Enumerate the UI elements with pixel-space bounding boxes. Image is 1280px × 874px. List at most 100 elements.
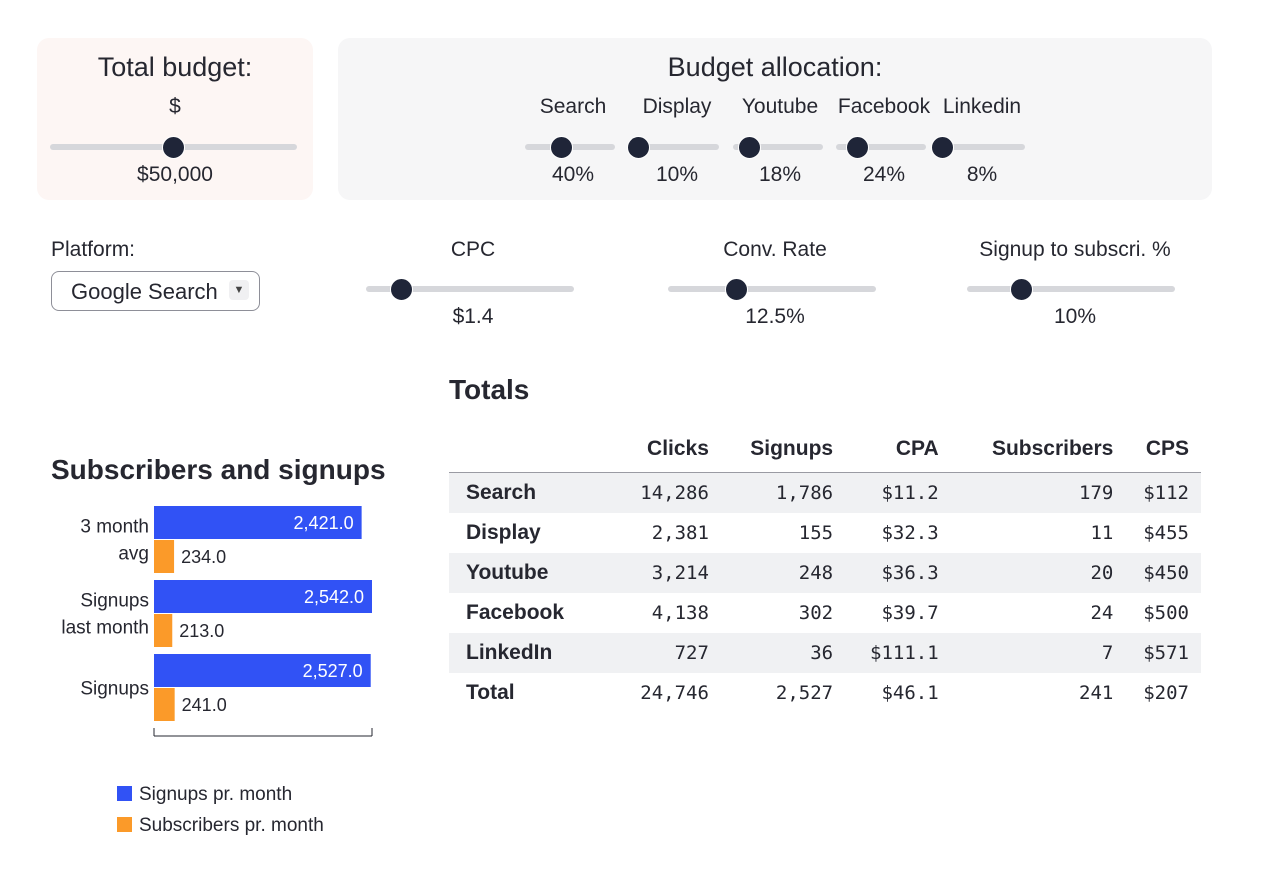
signups-bar-label: 2,527.0: [303, 661, 363, 681]
signups-bar-label: 2,542.0: [304, 587, 364, 607]
table-cell: 241: [1079, 682, 1114, 704]
table-row: Facebook 4,138 302 $39.7 24 $500: [449, 593, 1201, 633]
budget-allocation-panel: [338, 38, 1212, 200]
conv-rate-label: Conv. Rate: [723, 238, 827, 261]
allocation-value-search: 40%: [551, 163, 595, 186]
table-row: Total 24,746 2,527 $46.1 241 $207: [449, 673, 1201, 713]
column-header-cps: CPS: [1125, 425, 1201, 473]
subscribers-signups-chart: 2,421.0 234.0 3 month avg 2,542.0 213.0 Signup…: [61, 506, 373, 836]
legend-label: Subscribers pr. month: [139, 815, 324, 836]
total-budget-panel: [37, 38, 313, 200]
table-cell: 3,214: [615, 553, 721, 593]
table-cell: 2,381: [651, 522, 709, 544]
table-row: Youtube 3,214 248 $36.3 20 $450: [449, 553, 1201, 593]
allocation-slider-track-facebook[interactable]: [836, 144, 926, 150]
signups-bar: [154, 654, 371, 687]
table-cell: 24: [1090, 602, 1114, 624]
totals-table: Clicks Signups CPA Subscribers CPS Search 14,…: [449, 425, 1201, 713]
table-cell: $500: [1143, 602, 1189, 624]
allocation-slider-track-linkedin[interactable]: [935, 144, 1025, 150]
table-cell: $46.1: [881, 682, 939, 704]
allocation-slider-thumb-display[interactable]: [626, 136, 650, 159]
budget-allocation-heading: Budget allocation:: [667, 52, 883, 82]
total-budget-value: $50,000: [137, 163, 213, 186]
legend-swatch: [117, 786, 132, 801]
allocation-label-facebook: Facebook: [837, 95, 931, 118]
column-header-clicks: Clicks: [615, 425, 721, 473]
table-cell: 1,786: [720, 472, 846, 513]
totals-title: Totals: [449, 374, 530, 405]
category-label: Signups: [80, 591, 149, 612]
table-row: Display 2,381 155 $32.3 11 $455: [449, 513, 1201, 553]
signups-bar: [154, 580, 372, 613]
total-budget-slider-thumb[interactable]: [162, 136, 185, 159]
table-cell: $450: [1125, 553, 1201, 593]
chart-title: Subscribers and signups: [51, 454, 386, 485]
signup-to-subscriber-value: 10%: [1053, 305, 1097, 328]
allocation-slider-track-youtube[interactable]: [733, 144, 823, 150]
table-cell: 2,527: [775, 682, 834, 704]
table-cell: $39.7: [881, 602, 939, 624]
cpc-value: $1.4: [452, 305, 494, 328]
table-cell: 20: [950, 553, 1126, 593]
table-row: Search 14,286 1,786 $11.2 179 $112: [449, 472, 1201, 513]
allocation-label-linkedin: Linkedin: [942, 95, 1022, 118]
chevron-down-icon: ▼: [229, 280, 249, 300]
subscribers-bar: [154, 540, 175, 573]
legend-swatch: [117, 817, 132, 832]
allocation-label-search: Search: [539, 95, 607, 118]
row-label: LinkedIn: [449, 633, 616, 673]
table-cell: $32.3: [881, 522, 939, 544]
platform-select[interactable]: Google Search ▼: [51, 271, 260, 311]
conv-rate-slider-thumb[interactable]: [725, 278, 749, 301]
legend-label: Signups pr. month: [139, 784, 292, 805]
allocation-value-linkedin: 8%: [966, 163, 998, 186]
table-cell: $11.2: [845, 472, 951, 513]
table-cell: $111.1: [845, 633, 951, 673]
category-label: avg: [118, 544, 149, 565]
allocation-value-facebook: 24%: [862, 163, 906, 186]
total-budget-heading: Total budget:: [97, 52, 253, 82]
table-cell: $455: [1143, 522, 1189, 544]
row-label: Youtube: [449, 553, 616, 593]
table-cell: 11: [1090, 522, 1114, 544]
table-cell: 36: [720, 633, 846, 673]
signup-to-subscriber-slider-track[interactable]: [967, 286, 1175, 292]
table-cell: 24,746: [640, 682, 709, 704]
category-label: 3 month: [80, 517, 149, 538]
cpc-slider-thumb[interactable]: [389, 278, 413, 301]
allocation-slider-thumb-youtube[interactable]: [737, 136, 761, 159]
row-label: Total: [466, 681, 515, 704]
table-cell: 7: [950, 633, 1126, 673]
subscribers-bar: [154, 688, 175, 721]
cpc-slider-track[interactable]: [366, 286, 574, 292]
column-header-signups: Signups: [720, 425, 846, 473]
category-label: Signups: [80, 679, 149, 700]
platform-label: Platform:: [51, 238, 136, 261]
conv-rate-slider-track[interactable]: [668, 286, 876, 292]
allocation-slider-thumb-facebook[interactable]: [846, 136, 870, 159]
table-cell: 727: [615, 633, 721, 673]
row-label: Facebook: [466, 601, 565, 624]
signup-to-subscriber-slider-thumb[interactable]: [1009, 278, 1033, 301]
allocation-slider-thumb-search[interactable]: [549, 136, 573, 159]
signup-to-subscriber-label: Signup to subscri. %: [979, 238, 1171, 261]
table-cell: $36.3: [845, 553, 951, 593]
table-cell: $207: [1143, 682, 1189, 704]
table-cell: $571: [1125, 633, 1201, 673]
subscribers-bar-label: 213.0: [179, 621, 224, 641]
table-cell: 4,138: [651, 602, 709, 624]
signups-bar: [154, 506, 362, 539]
column-header-channel: [449, 425, 616, 473]
allocation-slider-thumb-linkedin[interactable]: [930, 136, 954, 159]
table-cell: 302: [798, 602, 834, 624]
currency-label: $: [169, 95, 181, 118]
allocation-slider-track-display[interactable]: [629, 144, 719, 150]
row-label: Search: [449, 472, 616, 513]
table-cell: $112: [1125, 472, 1201, 513]
category-label: last month: [61, 618, 149, 639]
table-cell: 179: [950, 472, 1126, 513]
subscribers-bar-label: 241.0: [182, 695, 227, 715]
allocation-value-youtube: 18%: [758, 163, 802, 186]
column-header-subscribers: Subscribers: [950, 425, 1126, 473]
